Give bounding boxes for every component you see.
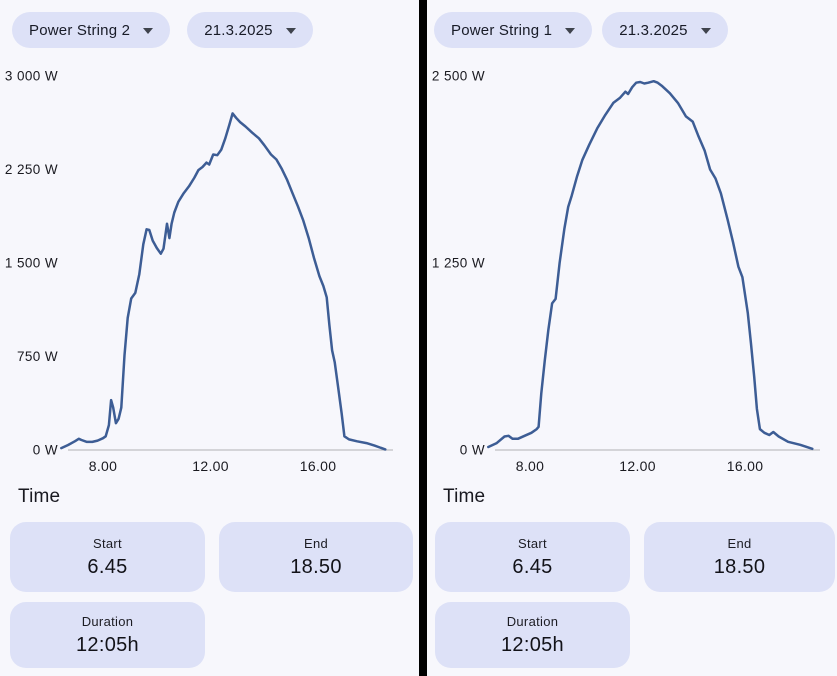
selector-bar: Power String 2 21.3.2025 (12, 12, 313, 48)
start-card-label: Start (518, 535, 547, 551)
start-time-card: Start 6.45 (435, 522, 630, 592)
duration-card: Duration 12:05h (10, 602, 205, 668)
power-line-chart: 2 500 W 1 250 W 0 W 8.00 12.00 16.00 (427, 60, 837, 480)
y-axis-tick-label: 2 500 W (432, 69, 485, 84)
end-card-label: End (303, 535, 329, 551)
time-heading: Time (443, 486, 486, 507)
end-card-value: 18.50 (713, 555, 766, 578)
duration-card-label: Duration (81, 613, 134, 629)
x-axis-tick-label: 8.00 (89, 458, 117, 474)
y-axis-tick-label: 2 250 W (5, 162, 58, 177)
duration-card-value: 12:05h (501, 633, 564, 656)
end-card-value: 18.50 (290, 555, 342, 578)
y-axis-tick-label: 1 500 W (5, 256, 58, 271)
start-card-label: Start (93, 535, 122, 551)
chevron-down-icon (700, 28, 711, 34)
x-axis-tick-label: 16.00 (300, 458, 337, 474)
end-time-card: End 18.50 (219, 522, 413, 592)
power-curve (487, 79, 814, 451)
string-selector-dropdown[interactable]: Power String 1 (434, 12, 593, 48)
power-line-chart-svg: 3 000 W 2 250 W 1 500 W 750 W 0 W 8.00 12.00 16… (5, 69, 393, 474)
y-axis-tick-label: 750 W (17, 349, 58, 364)
y-axis-tick-label: 0 W (460, 443, 485, 458)
start-card-value: 6.45 (87, 555, 128, 578)
string-selector-dropdown[interactable]: Power String 2 (12, 12, 171, 48)
power-curve (60, 112, 387, 451)
date-selector-label: 21.3.2025 (204, 21, 273, 39)
selector-bar: Power String 1 21.3.2025 (434, 12, 728, 48)
power-line-chart-svg: 2 500 W 1 250 W 0 W 8.00 12.00 16.00 (432, 69, 820, 474)
date-selector-dropdown[interactable]: 21.3.2025 (187, 12, 313, 48)
chevron-down-icon (143, 28, 154, 34)
end-card-label: End (727, 535, 752, 551)
date-selector-dropdown[interactable]: 21.3.2025 (602, 12, 728, 48)
string-selector-label: Power String 1 (451, 21, 553, 39)
x-axis-tick-label: 16.00 (727, 458, 764, 474)
end-time-card: End 18.50 (644, 522, 835, 592)
panel-power-string-1: Power String 1 21.3.2025 2 500 W 1 250 W 0… (427, 0, 837, 676)
start-time-card: Start 6.45 (10, 522, 205, 592)
duration-card: Duration 12:05h (435, 602, 630, 668)
duration-card-label: Duration (506, 613, 559, 629)
duration-card-value: 12:05h (76, 633, 139, 656)
string-selector-label: Power String 2 (29, 21, 131, 39)
date-selector-label: 21.3.2025 (619, 21, 688, 39)
time-heading: Time (18, 486, 61, 507)
start-card-value: 6.45 (512, 555, 553, 578)
power-line-chart: 3 000 W 2 250 W 1 500 W 750 W 0 W 8.00 12.00 16… (0, 60, 419, 480)
panel-power-string-2: Power String 2 21.3.2025 3 000 W 2 250 W 1… (0, 0, 419, 676)
x-axis-tick-label: 8.00 (516, 458, 544, 474)
panel-divider (419, 0, 427, 676)
y-axis-tick-label: 0 W (33, 443, 58, 458)
chevron-down-icon (285, 28, 296, 34)
x-axis-tick-label: 12.00 (192, 458, 229, 474)
y-axis-tick-label: 1 250 W (432, 256, 485, 271)
chevron-down-icon (565, 28, 576, 34)
y-axis-tick-label: 3 000 W (5, 69, 58, 84)
x-axis-tick-label: 12.00 (619, 458, 656, 474)
